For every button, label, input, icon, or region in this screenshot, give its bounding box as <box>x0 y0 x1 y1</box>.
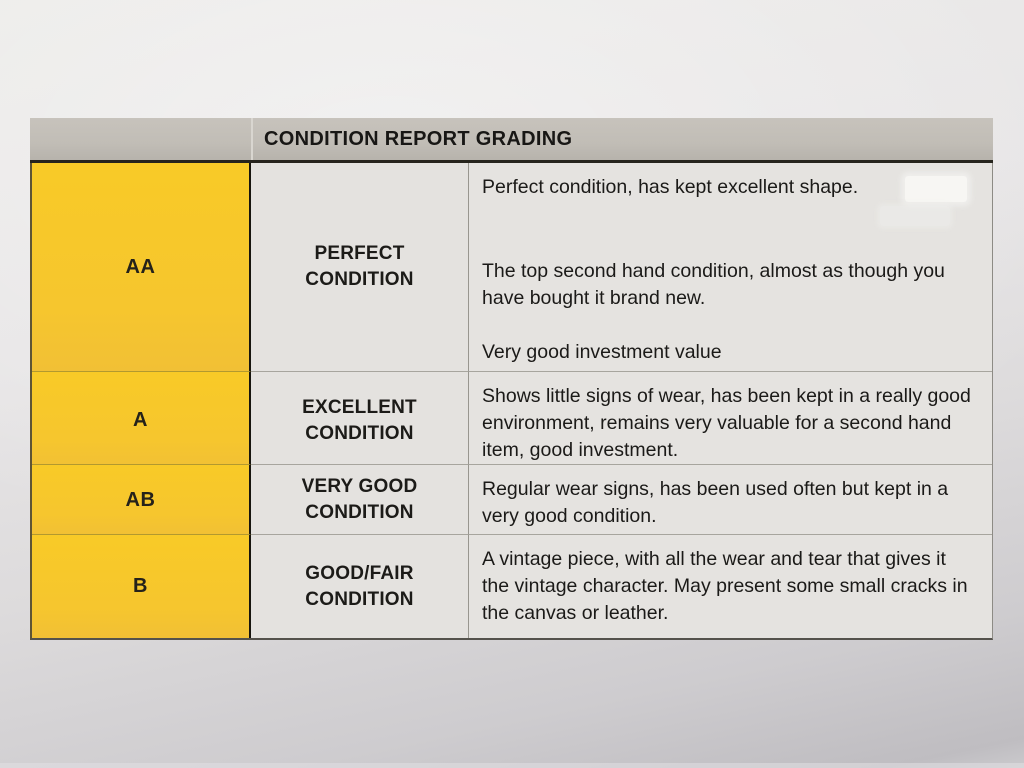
header-cell-empty <box>30 118 251 160</box>
table-row: AB VERY GOOD CONDITION Regular wear sign… <box>32 464 992 535</box>
whiteout-patch <box>905 176 967 202</box>
table-row: AA PERFECT CONDITION Perfect condition, … <box>32 163 992 371</box>
description-cell: Perfect condition, has kept excellent sh… <box>468 163 992 371</box>
table-row: B GOOD/FAIR CONDITION A vintage piece, w… <box>32 534 992 638</box>
table-header-row: CONDITION REPORT GRADING <box>30 118 993 163</box>
description-paragraph: Shows little signs of wear, has been kep… <box>482 385 971 461</box>
condition-grading-table: CONDITION REPORT GRADING AA PERFECT COND… <box>30 118 993 640</box>
table-row: A EXCELLENT CONDITION Shows little signs… <box>32 371 992 469</box>
grade-cell: B <box>32 534 251 638</box>
paper-bottom-edge <box>0 763 1024 768</box>
condition-label: GOOD/FAIR CONDITION <box>305 562 414 610</box>
condition-label: PERFECT CONDITION <box>305 243 414 290</box>
condition-cell: VERY GOOD CONDITION <box>251 464 468 535</box>
table-body: AA PERFECT CONDITION Perfect condition, … <box>30 163 993 640</box>
grade-cell: AB <box>32 464 251 535</box>
header-cell-title: CONDITION REPORT GRADING <box>251 118 993 160</box>
condition-label: EXCELLENT CONDITION <box>302 396 417 444</box>
table-title: CONDITION REPORT GRADING <box>264 127 573 150</box>
description-paragraph: Perfect condition, has kept excellent sh… <box>482 176 859 198</box>
condition-cell: EXCELLENT CONDITION <box>251 371 468 469</box>
description-cell: Shows little signs of wear, has been kep… <box>468 371 992 469</box>
grade-cell: A <box>32 371 251 469</box>
condition-cell: PERFECT CONDITION <box>251 163 468 371</box>
description-paragraph: Very good investment value <box>482 341 722 363</box>
whiteout-patch <box>880 206 950 226</box>
grade-label: AB <box>125 488 156 511</box>
description-cell: Regular wear signs, has been used often … <box>468 464 992 535</box>
description-paragraph: A vintage piece, with all the wear and t… <box>482 548 968 624</box>
description-paragraph: The top second hand condition, almost as… <box>482 260 945 309</box>
grade-label: AA <box>125 255 156 278</box>
grade-cell: AA <box>32 163 251 371</box>
condition-label: VERY GOOD CONDITION <box>301 476 418 523</box>
grade-label: A <box>133 409 148 431</box>
condition-cell: GOOD/FAIR CONDITION <box>251 534 468 638</box>
description-paragraph: Regular wear signs, has been used often … <box>482 478 949 527</box>
grade-label: B <box>133 575 148 597</box>
description-cell: A vintage piece, with all the wear and t… <box>468 534 992 638</box>
